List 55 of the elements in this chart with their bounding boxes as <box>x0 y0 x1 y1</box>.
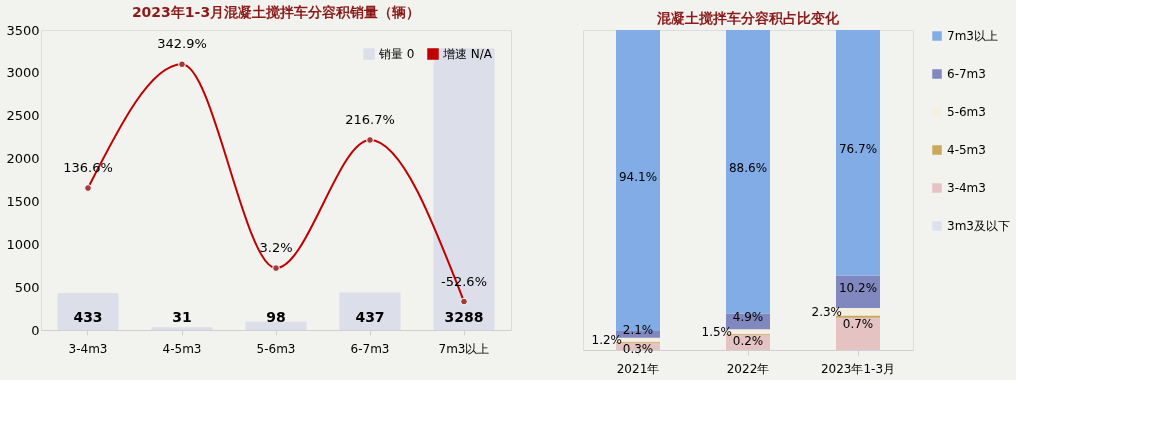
bar <box>616 30 660 332</box>
y-tick-label: 500 <box>14 279 40 295</box>
data-label: 98 <box>266 309 286 325</box>
y-tick-label: 2500 <box>6 108 40 124</box>
data-label: 88.6% <box>728 160 768 175</box>
legend-label: 增速 N/A <box>442 47 493 61</box>
bar <box>433 48 495 330</box>
y-tick-label: 1000 <box>6 236 40 252</box>
x-tick-label: 2022年 <box>726 361 770 376</box>
data-label: 433 <box>73 309 103 325</box>
x-tick-label: 5-6m3 <box>256 341 296 356</box>
x-tick-label: 2023年1-3月 <box>820 361 896 376</box>
chart-title: 混凝土搅拌车分容积占比变化 <box>656 10 840 26</box>
bar <box>836 30 880 276</box>
x-tick-label: 6-7m3 <box>350 341 390 356</box>
data-label: 0.3% <box>622 342 654 357</box>
data-label: 76.7% <box>838 141 878 156</box>
data-label: 3288 <box>444 309 484 325</box>
data-label: 94.1% <box>618 169 658 184</box>
data-label: 342.9% <box>157 36 207 52</box>
data-label: 10.2% <box>838 280 878 295</box>
x-tick-label: 4-5m3 <box>162 341 202 356</box>
bar <box>339 292 401 330</box>
data-label: 0.2% <box>732 334 764 349</box>
data-label: 1.5% <box>701 324 732 339</box>
y-tick-label: 0 <box>31 322 40 338</box>
legend-label: 销量 0 <box>378 47 415 61</box>
bar <box>836 315 880 318</box>
legend-label: 3m3及以下 <box>947 219 1010 233</box>
data-label: 2.1% <box>622 323 654 338</box>
y-tick-label: 2000 <box>6 151 40 167</box>
x-tick-label: 2021年 <box>616 361 660 376</box>
data-label: 216.7% <box>345 111 395 127</box>
bar <box>57 292 119 330</box>
y-tick-label: 3500 <box>6 22 40 38</box>
x-tick-label: 3-4m3 <box>68 341 108 356</box>
data-label: 0.7% <box>842 316 874 331</box>
legend-label: 6-7m3 <box>947 67 986 81</box>
bar <box>726 30 770 314</box>
legend-label: 5-6m3 <box>947 105 986 119</box>
data-label: 437 <box>355 309 385 325</box>
bar <box>245 321 307 330</box>
legend-label: 3-4m3 <box>947 181 986 195</box>
y-tick-label: 3000 <box>6 65 40 81</box>
y-tick-label: 1500 <box>6 193 40 209</box>
data-label: 1.2% <box>591 332 622 347</box>
data-label: 2.3% <box>811 304 842 319</box>
data-label: 4.9% <box>732 310 764 325</box>
chart-title: 2023年1-3月混凝土搅拌车分容积销量（辆） <box>131 4 421 20</box>
legend-label: 4-5m3 <box>947 143 986 157</box>
data-label: 31 <box>172 309 192 325</box>
legend-label: 7m3以上 <box>947 29 998 43</box>
bar <box>151 327 213 330</box>
data-label: 3.2% <box>259 240 293 256</box>
x-tick-label: 7m3以上 <box>438 341 490 356</box>
